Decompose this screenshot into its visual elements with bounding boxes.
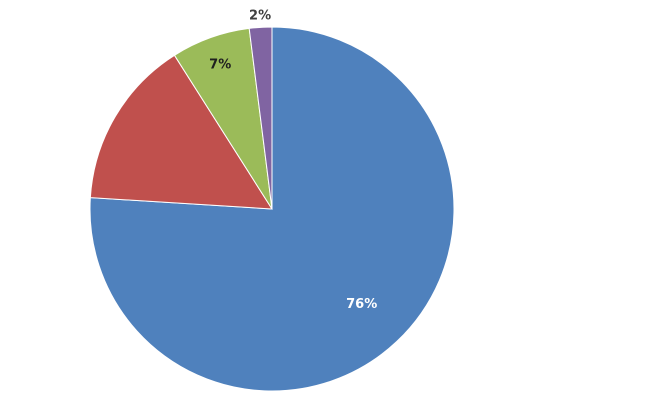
slice-label-2: 7% <box>209 58 231 73</box>
pie-slice-1 <box>89 54 273 210</box>
slices-layer <box>89 26 455 392</box>
slice-label-3: 2% <box>249 9 271 24</box>
labels-layer: 76% 7% 2% <box>209 9 377 312</box>
pie-slice-3 <box>248 26 273 210</box>
pie-slice-0 <box>89 26 455 392</box>
slice-label-0: 76% <box>346 297 377 312</box>
